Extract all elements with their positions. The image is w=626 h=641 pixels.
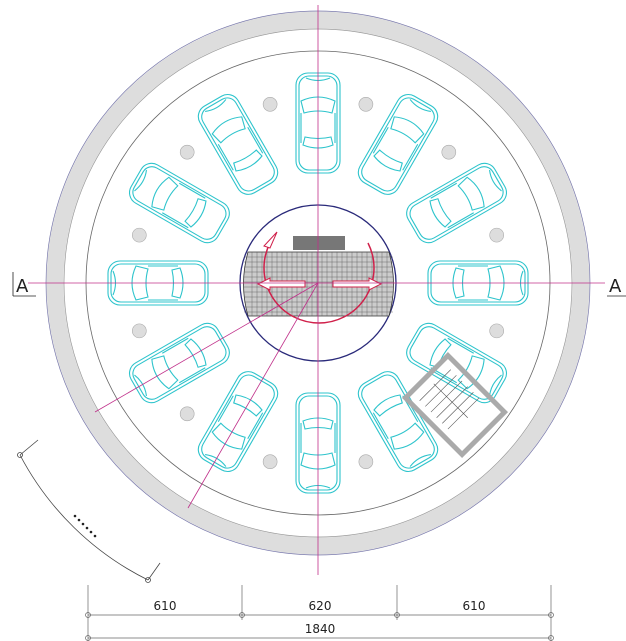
car-rear-window <box>171 267 184 299</box>
car-line <box>372 127 389 154</box>
column <box>262 97 278 112</box>
car-body <box>128 162 230 244</box>
car-body <box>409 326 504 400</box>
car-windshield <box>300 452 336 470</box>
section-marks <box>12 272 626 297</box>
car-windshield <box>487 265 505 301</box>
columns <box>132 97 504 469</box>
grid-outline <box>243 251 394 317</box>
section-label: A <box>16 276 29 297</box>
car-rear-window <box>302 417 334 430</box>
car-line <box>217 144 234 171</box>
car-rear-window <box>302 136 334 149</box>
car-body <box>357 93 439 195</box>
car-rear-window <box>233 149 263 172</box>
column <box>489 227 504 243</box>
car-hood <box>205 99 227 113</box>
car-body <box>406 322 508 404</box>
car-rear-window <box>233 394 263 417</box>
car-line <box>162 337 189 354</box>
dimension-label: 610 <box>154 599 177 613</box>
column <box>132 227 147 243</box>
column <box>132 323 147 339</box>
car-rear-window <box>452 267 465 299</box>
arrow-right <box>332 277 383 291</box>
car <box>406 322 508 404</box>
car-line <box>162 212 189 229</box>
car-line <box>247 412 264 439</box>
car-windshield <box>151 355 179 390</box>
car-line <box>447 337 474 354</box>
section-label: A <box>609 276 622 297</box>
car-windshield <box>457 176 485 211</box>
car-line <box>217 395 234 422</box>
car-rear-window <box>184 338 207 368</box>
car-windshield <box>390 422 425 450</box>
car-body <box>197 93 279 195</box>
car-line <box>402 144 419 171</box>
dimension-label: 610 <box>463 599 486 613</box>
car-hood <box>134 170 148 192</box>
car <box>357 371 439 473</box>
arc-dots <box>73 514 97 538</box>
car-windshield <box>211 422 246 450</box>
arc-dimension <box>17 439 161 583</box>
arrow-head <box>263 231 278 249</box>
car-body <box>201 97 275 192</box>
dimension-total: 1840 <box>305 622 336 636</box>
car-line <box>179 182 206 199</box>
car-windshield <box>211 116 246 144</box>
car-rear-window <box>373 394 403 417</box>
column <box>262 454 278 469</box>
car-rear-window <box>184 198 207 228</box>
car-line <box>447 212 474 229</box>
car-windshield <box>151 176 179 211</box>
car-line <box>372 412 389 439</box>
car <box>197 93 279 195</box>
rotation-arrow <box>263 242 375 324</box>
arrow-left <box>256 277 306 291</box>
car-body <box>361 374 435 469</box>
control-box <box>293 236 345 250</box>
car <box>357 93 439 195</box>
car <box>128 162 230 244</box>
car-body <box>406 162 508 244</box>
column <box>179 144 195 160</box>
dimension-label: 620 <box>309 599 332 613</box>
car-windshield <box>457 355 485 390</box>
column <box>441 144 457 160</box>
column <box>489 323 504 339</box>
car-body <box>361 97 435 192</box>
column <box>358 454 374 469</box>
dimension-lines <box>85 585 554 641</box>
car-body <box>409 166 504 240</box>
car-hood <box>409 453 431 467</box>
car-line <box>430 182 457 199</box>
axes <box>28 5 605 575</box>
car-line <box>179 367 206 384</box>
stairs <box>401 351 509 459</box>
car-rear-window <box>373 149 403 172</box>
car <box>406 162 508 244</box>
car-windshield <box>390 116 425 144</box>
car-hood <box>488 170 502 192</box>
car-line <box>247 127 264 154</box>
column <box>358 97 374 112</box>
car-windshield <box>300 96 336 114</box>
car-rear-window <box>429 198 452 228</box>
car-hood <box>488 374 502 396</box>
car-hood <box>409 99 431 113</box>
car-windshield <box>131 265 149 301</box>
car-body <box>132 166 227 240</box>
column <box>179 406 195 422</box>
